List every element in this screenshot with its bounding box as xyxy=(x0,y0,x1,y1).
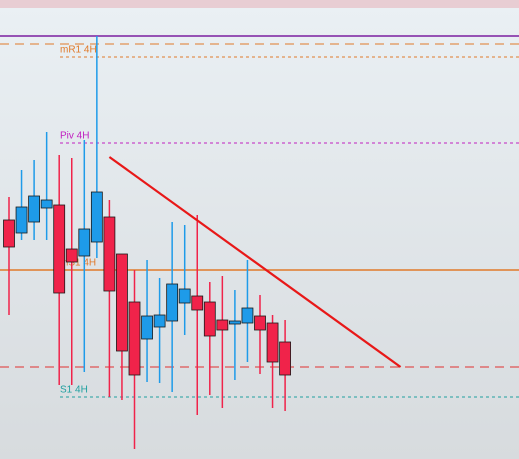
level-label: S1 4H xyxy=(60,385,88,396)
candle-body xyxy=(78,228,91,257)
candle-body xyxy=(116,253,128,352)
trend-line xyxy=(108,156,402,368)
candle-body xyxy=(216,319,229,331)
candle-body xyxy=(166,283,179,322)
level-label: mS1 4H xyxy=(60,258,96,269)
candle-body xyxy=(203,301,216,337)
level-label: Piv 4H xyxy=(60,131,89,142)
candle-body xyxy=(254,315,266,331)
candle-body xyxy=(191,295,204,311)
candle-body xyxy=(241,307,254,324)
candle-body xyxy=(266,322,279,363)
candle-body xyxy=(128,301,141,376)
level-label: mR1 4H xyxy=(60,45,97,56)
candle-body xyxy=(178,288,191,304)
top-strip xyxy=(0,0,519,8)
candle-body xyxy=(103,216,116,292)
candle-body xyxy=(40,199,53,209)
candle-body xyxy=(279,341,292,376)
candle-body xyxy=(153,314,166,328)
candle-body xyxy=(28,195,41,223)
candle-body xyxy=(3,219,15,248)
candle-body xyxy=(228,320,241,325)
candle-body xyxy=(53,204,66,294)
candle-body xyxy=(15,206,28,234)
candle-body xyxy=(65,248,78,263)
candle-body xyxy=(141,315,153,340)
candle-body xyxy=(90,191,103,243)
